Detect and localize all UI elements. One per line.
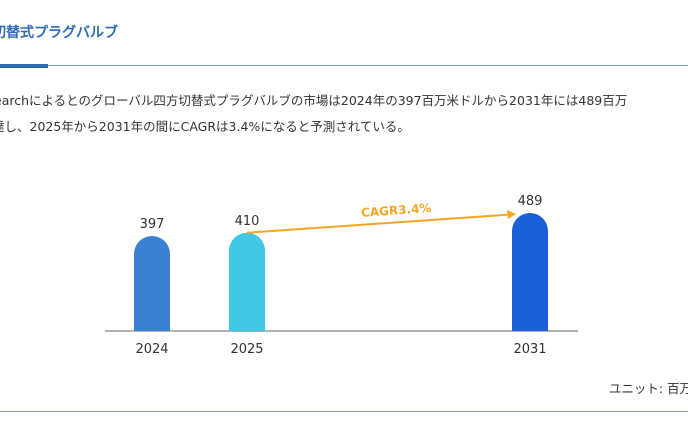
data-label-2024: 397 [140, 217, 165, 232]
unit-label: ユニット: 百万 [608, 381, 688, 396]
title-divider [0, 65, 688, 66]
x-tick-2031: 2031 [513, 342, 546, 357]
bar-2024 [134, 236, 170, 331]
bottom-divider [0, 411, 688, 412]
bar-2025 [229, 232, 265, 331]
section-title: 切替式プラグバルブ [0, 25, 118, 41]
bar-2031 [512, 213, 548, 331]
data-label-2025: 410 [235, 214, 260, 229]
cagr-label: CAGR3.4% [361, 201, 432, 220]
description-line-2: 達し、2025年から2031年の間にCAGRは3.4%になると予測されている。 [0, 119, 410, 134]
x-tick-2025: 2025 [230, 342, 263, 357]
cagr-arrow [246, 213, 511, 234]
description-line-1: earchによるとのグローバル四方切替式プラグバルブの市場は2024年の397百… [0, 93, 628, 108]
data-label-2031: 489 [518, 194, 543, 209]
title-accent-bar [0, 64, 48, 68]
x-tick-2024: 2024 [135, 342, 168, 357]
cagr-arrowhead [507, 210, 516, 219]
